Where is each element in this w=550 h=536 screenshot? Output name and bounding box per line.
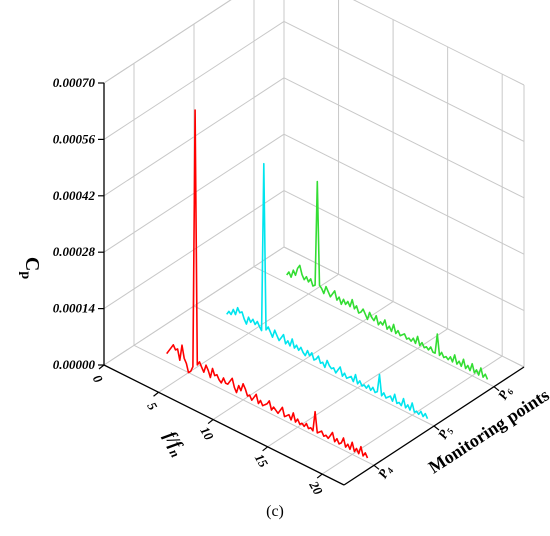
z-tick-label: 0.00028 xyxy=(53,244,96,259)
z-axis-label: Cp xyxy=(18,257,43,279)
y-tick-label: P4 xyxy=(375,462,396,482)
x-tick-mark xyxy=(262,446,269,452)
y-tick-mark xyxy=(433,425,440,431)
x-axis-line xyxy=(103,364,345,486)
series-line xyxy=(286,180,489,380)
x-axis-label: f/fn xyxy=(158,428,190,460)
x-tick-mark xyxy=(153,391,159,397)
grid xyxy=(103,0,525,486)
y-tick-mark xyxy=(493,386,500,392)
grid-line xyxy=(283,20,525,142)
z-tick-label: 0.00000 xyxy=(53,357,96,372)
x-tick-label: 5 xyxy=(144,399,160,413)
y-tick-label: P6 xyxy=(495,383,516,403)
series-line xyxy=(226,162,429,420)
x-tick-label: 15 xyxy=(252,451,272,470)
y-tick-mark xyxy=(373,464,380,470)
x-tick-mark xyxy=(98,364,105,370)
series-group xyxy=(166,109,489,459)
grid-line xyxy=(283,77,525,199)
grid-line xyxy=(283,133,525,255)
figure-caption: (c) xyxy=(266,503,284,520)
series-line xyxy=(166,109,369,459)
waterfall-chart: 0.00000 0.00014 0.00028 0.00042 0.00056 0.000… xyxy=(18,0,550,498)
x-tick-mark xyxy=(316,473,323,479)
grid-line xyxy=(193,305,435,427)
grid-line xyxy=(133,344,375,466)
grid-line xyxy=(103,0,232,84)
x-tick-mark xyxy=(207,419,214,425)
z-tick-label: 0.00042 xyxy=(53,188,96,203)
x-tick-label: 10 xyxy=(197,424,217,443)
z-tick-label: 0.00070 xyxy=(53,75,96,90)
grid-line xyxy=(283,246,525,368)
grid-line xyxy=(283,190,525,312)
x-tick-label: 20 xyxy=(306,478,326,498)
z-tick-label: 0.00056 xyxy=(53,131,96,146)
grid-line xyxy=(253,266,495,388)
grid-line xyxy=(352,0,525,86)
z-tick-label: 0.00014 xyxy=(53,301,96,316)
y-tick-label: P5 xyxy=(435,423,456,443)
x-tick-label: 0 xyxy=(90,372,106,386)
